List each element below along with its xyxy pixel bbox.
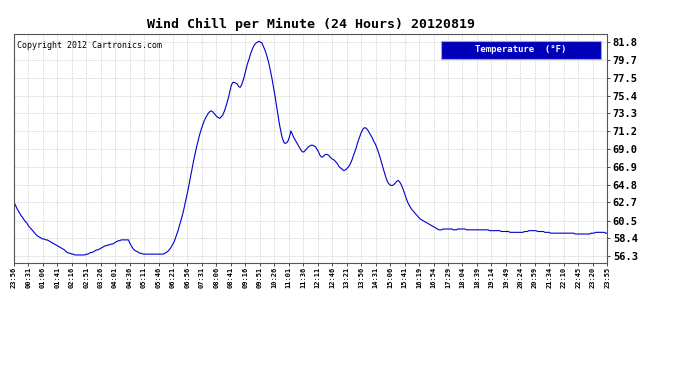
Text: Copyright 2012 Cartronics.com: Copyright 2012 Cartronics.com — [17, 40, 161, 50]
Text: Temperature  (°F): Temperature (°F) — [475, 45, 567, 54]
FancyBboxPatch shape — [441, 40, 601, 59]
Title: Wind Chill per Minute (24 Hours) 20120819: Wind Chill per Minute (24 Hours) 2012081… — [146, 18, 475, 31]
